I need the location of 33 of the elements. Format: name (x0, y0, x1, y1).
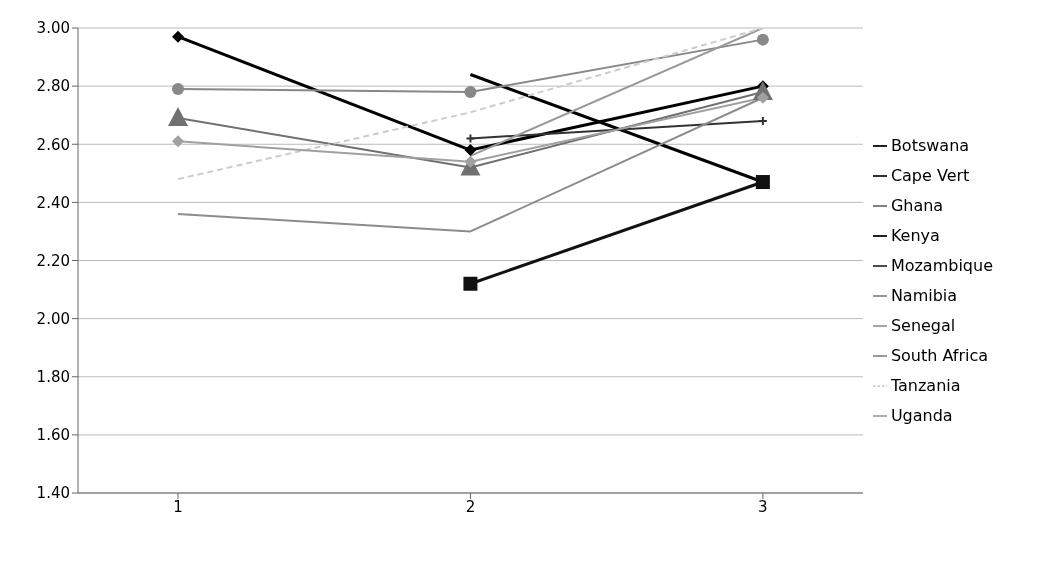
y-tick-label: 1.80 (36, 368, 70, 387)
legend-label: Botswana (890, 135, 970, 155)
legend-label: Tanzania (890, 375, 961, 395)
point (756, 33, 769, 46)
legend-label: Uganda (890, 405, 953, 425)
y-tick-label: 2.20 (36, 251, 70, 270)
y-tick-label: 1.40 (36, 484, 70, 503)
point (464, 85, 477, 98)
point (168, 107, 188, 127)
point (172, 30, 184, 43)
point (755, 175, 770, 190)
legend-label: Kenya (890, 225, 940, 245)
x-tick-label: 1 (173, 497, 183, 516)
y-tick-label: 2.00 (36, 309, 70, 328)
legend-label: Senegal (890, 315, 956, 335)
point (172, 83, 184, 96)
point (463, 276, 478, 291)
x-tick-label: 2 (465, 497, 476, 516)
legend-label: Ghana (890, 195, 944, 215)
point (464, 144, 477, 157)
legend-label: Cape Vert (890, 165, 970, 185)
y-tick-label: 2.60 (36, 135, 70, 154)
point (172, 135, 184, 148)
y-tick-label: 2.80 (36, 77, 70, 96)
x-tick-label: 3 (758, 497, 768, 516)
legend-label: Mozambique (890, 255, 993, 275)
y-tick-label: 1.60 (36, 426, 70, 445)
point (756, 91, 769, 104)
point (464, 155, 477, 168)
y-tick-label: 3.00 (36, 19, 70, 38)
legend-label: South Africa (890, 345, 989, 365)
y-tick-label: 2.40 (36, 193, 70, 212)
legend-label: Namibia (890, 285, 958, 305)
